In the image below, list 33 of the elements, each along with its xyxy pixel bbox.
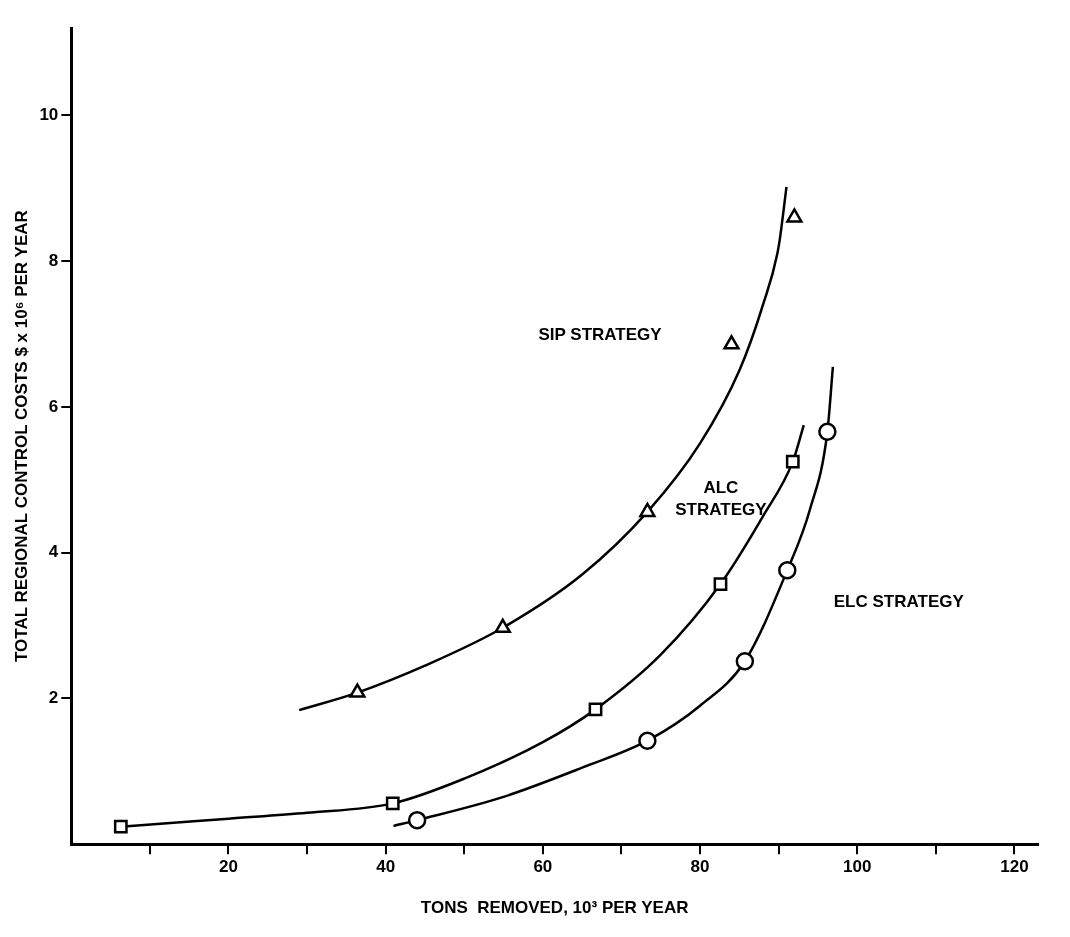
y-tick-label: 4 — [48, 542, 59, 562]
x-tick-label: 120 — [1000, 857, 1029, 877]
annotation: ELC STRATEGY — [833, 592, 965, 612]
point — [713, 577, 728, 591]
x-tick-label: 40 — [376, 857, 396, 877]
point — [818, 422, 837, 441]
point — [785, 454, 800, 469]
point — [494, 618, 511, 634]
line-series — [297, 185, 788, 712]
point — [735, 652, 755, 671]
y-tick-label: 2 — [48, 688, 59, 708]
point — [638, 731, 657, 750]
point — [113, 819, 128, 834]
x-axis-title: TONS REMOVED, 10³ PER YEAR — [420, 898, 689, 918]
point — [349, 683, 366, 698]
point — [723, 335, 740, 350]
point — [385, 796, 400, 811]
x-tick-label: 20 — [219, 857, 238, 877]
point — [407, 810, 427, 830]
y-tick-label: 10 — [39, 105, 59, 125]
point — [588, 702, 603, 717]
y-tick-label: 8 — [48, 250, 59, 270]
x-tick-label: 100 — [843, 857, 872, 877]
x-tick-label: 60 — [533, 857, 553, 877]
point — [786, 208, 803, 223]
y-axis-title: TOTAL REGIONAL CONTROL COSTS $ x 10⁶ PER YEAR — [11, 210, 31, 663]
line-series — [392, 365, 835, 828]
x-tick-label: 80 — [690, 857, 710, 877]
annotation: SIP STRATEGY — [538, 325, 663, 345]
point — [778, 560, 797, 580]
annotation: ALC STRATEGY — [675, 477, 768, 519]
point — [639, 502, 656, 518]
y-tick-label: 6 — [48, 396, 59, 416]
